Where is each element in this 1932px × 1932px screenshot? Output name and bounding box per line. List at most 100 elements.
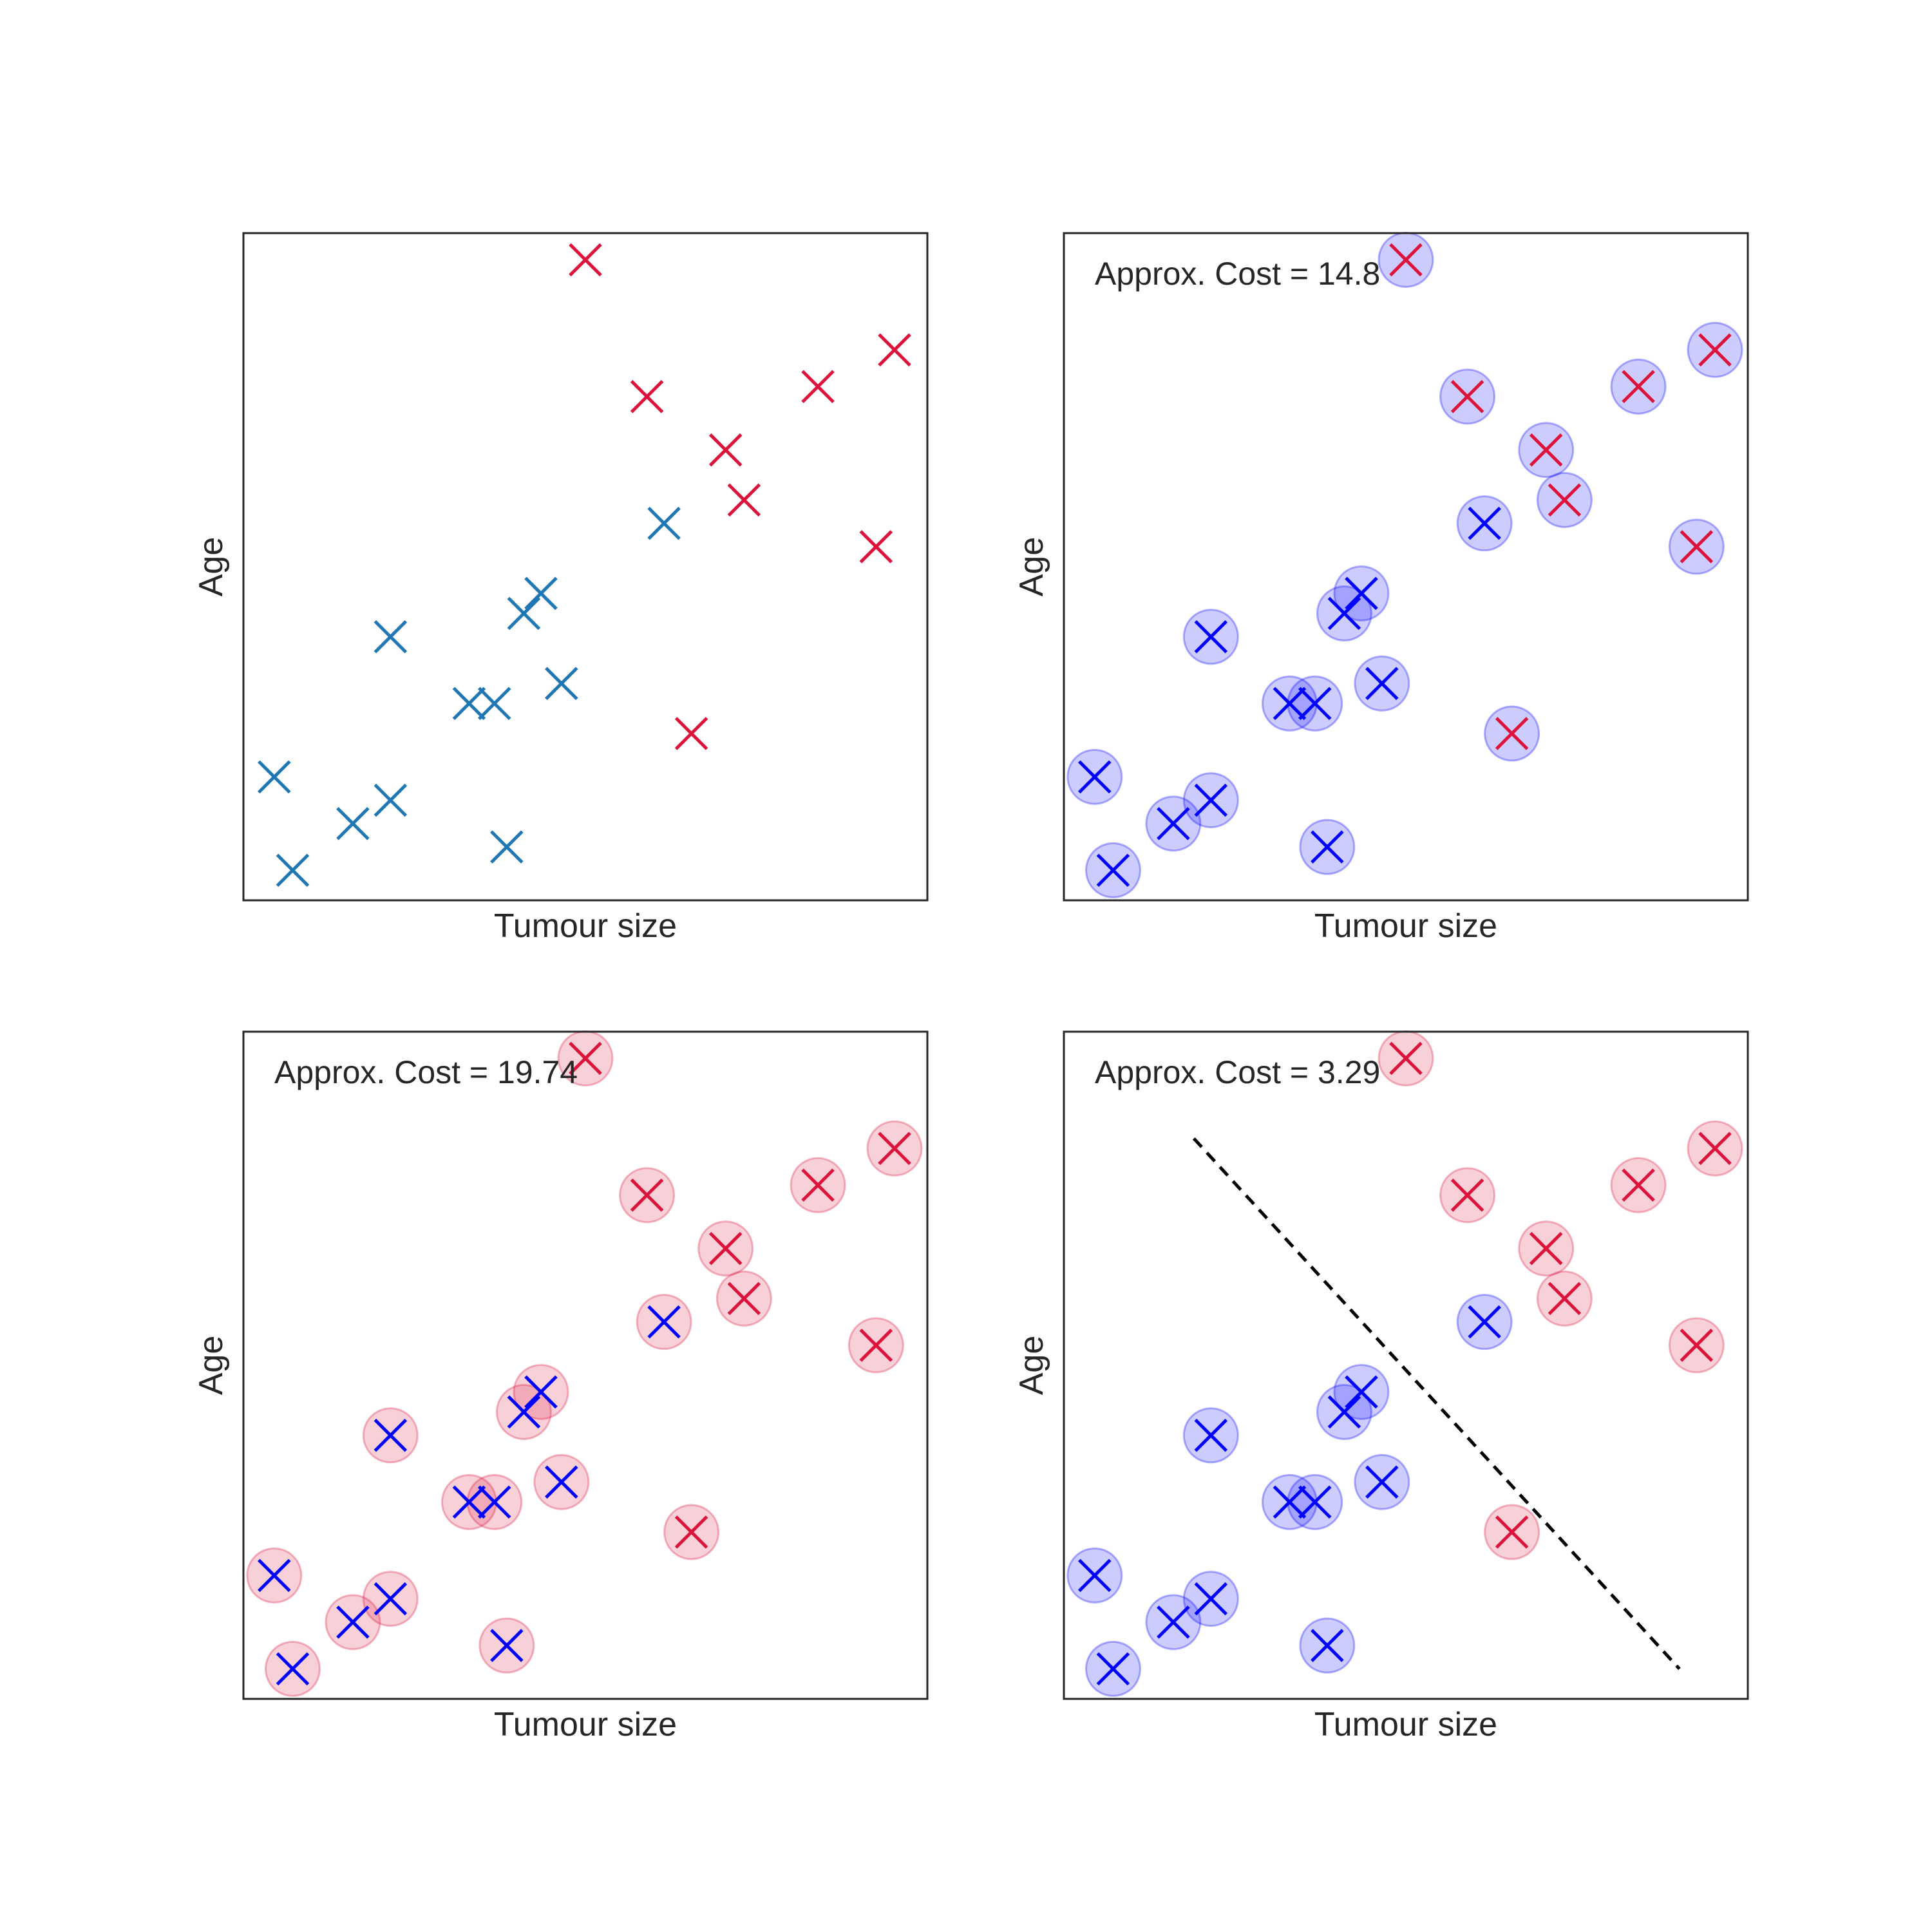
- subplot-2-xlabel: Tumour size: [1314, 907, 1497, 945]
- malignant-point: [801, 1168, 835, 1202]
- cross-stroke: [1078, 760, 1112, 794]
- cross-stroke: [374, 783, 408, 817]
- benign-point: [1273, 1485, 1307, 1519]
- malignant-point: [727, 483, 761, 517]
- cross-stroke: [1680, 530, 1714, 564]
- cross-stroke: [630, 380, 664, 413]
- cross-stroke: [545, 667, 578, 701]
- malignant-point: [708, 433, 743, 467]
- cross-stroke: [1194, 1582, 1228, 1616]
- cross-stroke: [524, 576, 558, 611]
- cross-stroke: [801, 1168, 835, 1202]
- cross-stroke: [1096, 1652, 1130, 1686]
- cross-stroke: [801, 370, 835, 404]
- benign-point: [1157, 1605, 1190, 1639]
- cross-stroke: [674, 717, 708, 750]
- cross-stroke: [1450, 1179, 1484, 1212]
- benign-point: [1194, 783, 1228, 817]
- cross-stroke: [1157, 1605, 1190, 1639]
- cross-stroke: [374, 1419, 408, 1452]
- benign-point: [1096, 1652, 1130, 1686]
- malignant-point: [878, 333, 911, 367]
- cross-stroke: [336, 807, 370, 840]
- benign-point: [1311, 1629, 1344, 1662]
- malignant-point: [1450, 380, 1484, 413]
- subplot-2-ylabel: Age: [1013, 537, 1050, 597]
- subplot-3-ylabel: Age: [193, 1336, 230, 1396]
- cross-stroke: [1468, 1305, 1501, 1339]
- cross-stroke: [727, 1282, 761, 1316]
- benign-point: [1078, 1558, 1112, 1593]
- cross-stroke: [477, 1485, 511, 1519]
- subplot-4: Approx. Cost = 3.29 Tumour size Age: [1013, 1030, 1749, 1743]
- subplot-1-marks: [258, 243, 911, 887]
- cross-stroke: [1622, 1168, 1655, 1202]
- cross-stroke: [569, 1041, 602, 1075]
- subplot-3-cost-text: Approx. Cost = 19.74: [274, 1054, 578, 1090]
- cross-stroke: [1529, 1231, 1563, 1265]
- cross-stroke: [1311, 830, 1344, 864]
- benign-point: [1468, 506, 1501, 540]
- malignant-point: [1698, 333, 1732, 367]
- malignant-point: [1548, 1282, 1582, 1316]
- cross-stroke: [878, 1132, 911, 1166]
- benign-point: [490, 1629, 524, 1662]
- subplot-4-cost-text: Approx. Cost = 3.29: [1095, 1054, 1380, 1090]
- benign-point: [1194, 1582, 1228, 1616]
- benign-point: [258, 760, 291, 794]
- malignant-point: [1680, 530, 1714, 564]
- benign-point: [1194, 1419, 1228, 1452]
- cross-stroke: [674, 1515, 708, 1549]
- cross-stroke: [258, 760, 291, 794]
- benign-point: [1311, 830, 1344, 864]
- cross-stroke: [1327, 1395, 1361, 1429]
- malignant-point: [1698, 1132, 1732, 1166]
- subplot-4-axes-frame: [1063, 1030, 1749, 1700]
- malignant-point: [1389, 1041, 1423, 1075]
- cross-stroke: [859, 1329, 893, 1362]
- cross-stroke: [1345, 1375, 1378, 1409]
- cross-stroke: [258, 1558, 291, 1593]
- benign-point: [452, 687, 486, 721]
- malignant-point: [1622, 370, 1655, 404]
- benign-point: [276, 1652, 310, 1686]
- malignant-point: [1495, 1515, 1529, 1549]
- cross-stroke: [374, 1582, 408, 1616]
- cross-stroke: [1622, 370, 1655, 404]
- benign-point: [336, 1605, 370, 1639]
- benign-point: [1096, 853, 1130, 887]
- malignant-point: [801, 370, 835, 404]
- cross-stroke: [1327, 596, 1361, 630]
- cross-stroke: [452, 687, 486, 721]
- cross-stroke: [1096, 853, 1130, 887]
- malignant-point: [1548, 483, 1582, 517]
- benign-point: [477, 1485, 511, 1519]
- cross-stroke: [490, 830, 524, 864]
- subplot-1-axes-frame: [242, 232, 929, 902]
- benign-point: [1345, 1375, 1378, 1409]
- cross-stroke: [490, 1629, 524, 1662]
- benign-point: [490, 830, 524, 864]
- cross-stroke: [1389, 243, 1423, 277]
- benign-point: [545, 1465, 578, 1499]
- subplot-1-xlabel: Tumour size: [494, 907, 677, 945]
- decision-boundary-line: [1192, 1137, 1681, 1671]
- malignant-point: [708, 1231, 743, 1265]
- cross-stroke: [569, 243, 602, 277]
- cross-stroke: [1298, 1485, 1332, 1519]
- benign-point: [524, 1375, 558, 1409]
- cross-stroke: [859, 530, 893, 564]
- cross-stroke: [1698, 1132, 1732, 1166]
- subplot-2: Approx. Cost = 14.8 Tumour size Age: [1013, 231, 1749, 945]
- subplot-3: Approx. Cost = 19.74 Tumour size Age: [193, 1030, 929, 1743]
- cross-stroke: [1194, 620, 1228, 654]
- cross-stroke: [1495, 717, 1529, 750]
- benign-point: [545, 667, 578, 701]
- cross-stroke: [276, 853, 310, 887]
- cross-stroke: [507, 596, 541, 630]
- cross-stroke: [1495, 1515, 1529, 1549]
- cross-stroke: [1698, 333, 1732, 367]
- subplot-2-marks: [1066, 231, 1743, 898]
- cross-stroke: [374, 620, 408, 654]
